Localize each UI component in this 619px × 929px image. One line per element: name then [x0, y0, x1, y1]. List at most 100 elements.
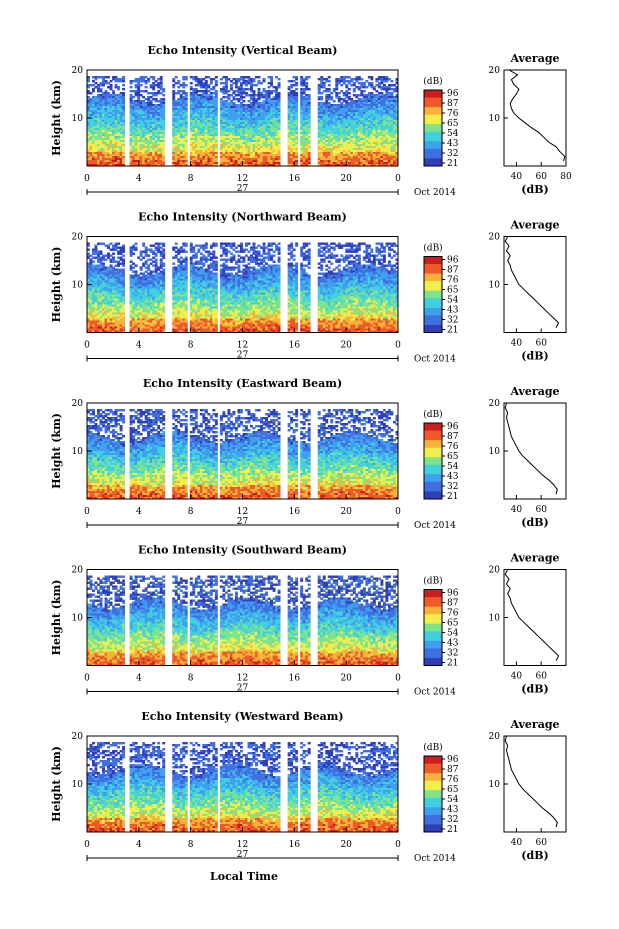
heatmap-cell: [390, 80, 393, 82]
heatmap-cell: [90, 84, 93, 86]
heatmap-cell: [328, 98, 331, 100]
heatmap-cell: [175, 92, 178, 94]
y-tick-label: 20: [72, 66, 84, 76]
heatmap-cell: [215, 84, 218, 86]
heatmap-cell: [97, 261, 100, 263]
heatmap-cell: [145, 86, 148, 88]
heatmap-cell: [253, 84, 256, 86]
heatmap-cell: [358, 88, 361, 90]
heatmap-cell: [222, 76, 225, 78]
heatmap-cell: [227, 98, 230, 100]
heatmap-cell: [192, 78, 195, 80]
heatmap-cell: [117, 80, 120, 82]
heatmap-cell: [335, 96, 338, 98]
heatmap-cell: [245, 88, 248, 90]
heatmap-cell: [388, 88, 391, 90]
heatmap-cell: [157, 92, 160, 94]
heatmap-cell: [207, 86, 210, 88]
heatmap-cell: [290, 86, 293, 88]
heatmap-cell: [122, 80, 125, 82]
heatmap-cell: [230, 94, 233, 96]
heatmap-cell: [152, 94, 155, 96]
heatmap-cell: [95, 253, 98, 255]
heatmap-cell: [375, 84, 378, 86]
y-tick-label: 10: [72, 114, 84, 124]
heatmap-cell: [295, 78, 298, 80]
heatmap-cell: [380, 88, 383, 90]
heatmap-cell: [142, 96, 145, 98]
heatmap-cell: [95, 82, 98, 84]
heatmap-cell: [260, 82, 263, 84]
heatmap-cell: [338, 100, 341, 102]
heatmap-cell: [225, 96, 228, 98]
heatmap-cell: [155, 84, 158, 86]
heatmap-cell: [105, 76, 108, 78]
heatmap-cell: [110, 249, 113, 251]
heatmap-cell: [117, 257, 120, 259]
heatmap-cell: [235, 98, 238, 100]
heatmap-cell: [145, 82, 148, 84]
heatmap-cell: [328, 90, 331, 92]
heatmap-cell: [383, 88, 386, 90]
heatmap-cell: [365, 86, 368, 88]
heatmap-cell: [340, 84, 343, 86]
heatmap-cell: [112, 78, 115, 80]
heatmap-cell: [390, 84, 393, 86]
heatmap-cell: [363, 86, 366, 88]
heatmap-cell: [243, 92, 246, 94]
heatmap-cell: [100, 76, 103, 78]
heatmap-cell: [97, 90, 100, 92]
heatmap-cell: [335, 88, 338, 90]
colorbar-tick-label: 43: [447, 139, 459, 149]
heatmap-cell: [195, 84, 198, 86]
heatmap-cell: [368, 84, 371, 86]
panel-title: Echo Intensity (Vertical Beam): [147, 44, 337, 57]
heatmap-cell: [122, 84, 125, 86]
panels-group: Echo Intensity (Vertical Beam)1020Height…: [50, 44, 572, 864]
heatmap-cell: [375, 80, 378, 82]
heatmap-cell: [182, 86, 185, 88]
heatmap-cell: [333, 90, 336, 92]
heatmap-cell: [105, 259, 108, 261]
heatmap-cell: [255, 94, 258, 96]
heatmap-cell: [147, 92, 150, 94]
heatmap-cell: [102, 243, 105, 245]
heatmap-cell: [110, 88, 113, 90]
heatmap-cell: [330, 98, 333, 100]
heatmap-cell: [95, 86, 98, 88]
heatmap-cell: [343, 94, 346, 96]
heatmap-cell: [323, 78, 326, 80]
heatmap-cell: [200, 86, 203, 88]
heatmap-cell: [275, 76, 278, 78]
heatmap-cell: [135, 94, 138, 96]
heatmap-cell: [182, 78, 185, 80]
heatmap-cell: [220, 82, 223, 84]
date-label: 27: [237, 184, 249, 194]
heatmap-cell: [222, 96, 225, 98]
heatmap-cell: [100, 243, 103, 245]
heatmap-cell: [340, 98, 343, 100]
heatmap-cell: [220, 78, 223, 80]
heatmap-cell: [318, 92, 321, 94]
heatmap-cell: [340, 80, 343, 82]
heatmap-cell: [230, 88, 233, 90]
heatmap-cell: [212, 78, 215, 80]
heatmap-cell: [112, 249, 115, 251]
heatmap-cell: [182, 92, 185, 94]
colorbar-tick-label: 96: [447, 89, 459, 99]
heatmap-cell: [177, 92, 180, 94]
heatmap-cell: [185, 84, 188, 86]
heatmap-cell: [235, 94, 238, 96]
heatmap-cell: [303, 84, 306, 86]
heatmap-cell: [348, 82, 351, 84]
x-tick-label: 20: [340, 174, 352, 184]
heatmap-cell: [107, 86, 110, 88]
heatmap-cell: [130, 86, 133, 88]
heatmap-cell: [222, 82, 225, 84]
heatmap-cell: [338, 82, 341, 84]
heatmap-cell: [90, 92, 93, 94]
heatmap-cell: [122, 88, 125, 90]
heatmap-cell: [240, 78, 243, 80]
heatmap-cell: [353, 90, 356, 92]
heatmap-cell: [107, 257, 110, 259]
